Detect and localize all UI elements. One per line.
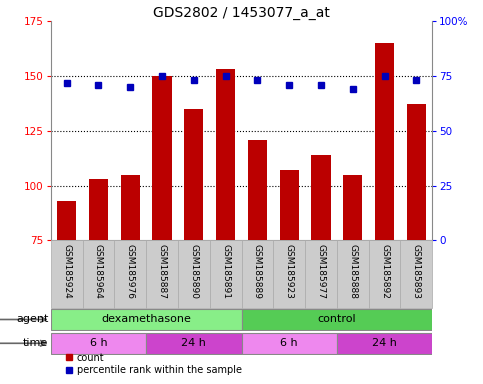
Text: GSM185888: GSM185888: [348, 244, 357, 299]
Text: GSM185893: GSM185893: [412, 244, 421, 299]
Bar: [146, 240, 178, 308]
Text: dexamethasone: dexamethasone: [101, 314, 191, 324]
Text: GSM185891: GSM185891: [221, 244, 230, 299]
Bar: [400, 240, 432, 308]
Bar: [375, 43, 394, 240]
Text: GSM185887: GSM185887: [157, 244, 167, 299]
Bar: [273, 240, 305, 308]
Bar: [305, 240, 337, 308]
Bar: [83, 240, 114, 308]
Bar: [89, 179, 108, 240]
Bar: [280, 170, 298, 240]
Text: GSM185976: GSM185976: [126, 244, 135, 299]
Bar: [51, 309, 242, 330]
Bar: [312, 155, 330, 240]
Bar: [114, 240, 146, 308]
Text: GSM185890: GSM185890: [189, 244, 199, 299]
Bar: [121, 175, 140, 240]
Bar: [178, 240, 210, 308]
Text: agent: agent: [16, 314, 48, 324]
Bar: [407, 104, 426, 240]
Bar: [146, 333, 242, 354]
Bar: [51, 333, 146, 354]
Text: GSM185977: GSM185977: [316, 244, 326, 299]
Bar: [337, 333, 432, 354]
Bar: [242, 240, 273, 308]
Bar: [242, 309, 432, 330]
Text: 6 h: 6 h: [90, 338, 107, 348]
Text: time: time: [23, 338, 48, 348]
Text: GDS2802 / 1453077_a_at: GDS2802 / 1453077_a_at: [153, 7, 330, 20]
Bar: [153, 76, 171, 240]
Bar: [185, 109, 203, 240]
Bar: [51, 240, 83, 308]
Legend: count, percentile rank within the sample: count, percentile rank within the sample: [65, 353, 242, 375]
Bar: [210, 240, 242, 308]
Text: 24 h: 24 h: [372, 338, 397, 348]
Text: GSM185923: GSM185923: [284, 244, 294, 299]
Text: control: control: [318, 314, 356, 324]
Text: 6 h: 6 h: [281, 338, 298, 348]
Bar: [337, 240, 369, 308]
Text: GSM185964: GSM185964: [94, 244, 103, 299]
Bar: [216, 70, 235, 240]
Text: GSM185892: GSM185892: [380, 244, 389, 299]
Text: 24 h: 24 h: [181, 338, 206, 348]
Text: GSM185889: GSM185889: [253, 244, 262, 299]
Bar: [242, 333, 337, 354]
Bar: [57, 201, 76, 240]
Text: GSM185924: GSM185924: [62, 244, 71, 298]
Bar: [248, 139, 267, 240]
Bar: [343, 175, 362, 240]
Bar: [369, 240, 400, 308]
